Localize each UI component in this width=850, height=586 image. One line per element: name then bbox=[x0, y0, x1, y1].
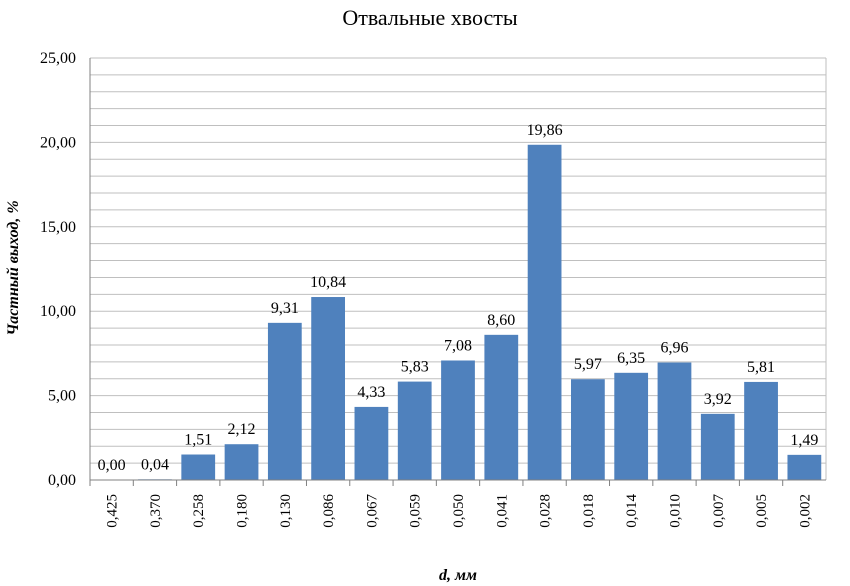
x-tick-label: 0,180 bbox=[235, 494, 251, 528]
y-axis-label: Частный выход, % bbox=[5, 200, 22, 335]
data-label: 6,35 bbox=[617, 350, 645, 367]
data-label: 0,04 bbox=[141, 456, 169, 473]
data-label: 19,86 bbox=[527, 122, 563, 139]
bar bbox=[657, 362, 692, 480]
bar bbox=[570, 379, 605, 480]
grid-lines bbox=[90, 57, 827, 481]
y-tick-label: 20,00 bbox=[40, 134, 76, 151]
data-labels: 0,00 0,04 1,51 2,12 9,31 10,84 4,33 5,83 7,08 8,6… bbox=[98, 122, 819, 474]
x-tick-label: 0,028 bbox=[538, 494, 554, 528]
data-label: 3,92 bbox=[704, 391, 732, 408]
data-label: 8,60 bbox=[487, 312, 515, 329]
data-label: 6,96 bbox=[660, 340, 688, 357]
x-tick-label: 0,002 bbox=[797, 494, 813, 528]
y-tick-label: 5,00 bbox=[48, 388, 76, 405]
data-label: 2,12 bbox=[228, 421, 256, 438]
bars bbox=[138, 144, 822, 481]
x-tick-label: 0,050 bbox=[451, 494, 467, 528]
chart-title: Отвальные хвосты bbox=[342, 5, 518, 30]
bar bbox=[311, 297, 346, 480]
x-tick-label: 0,041 bbox=[494, 494, 510, 528]
x-tick-label: 0,059 bbox=[408, 494, 424, 528]
x-tick-label: 0,086 bbox=[321, 494, 337, 528]
bar bbox=[614, 372, 649, 480]
bar bbox=[484, 334, 519, 480]
data-label: 5,81 bbox=[747, 359, 775, 376]
bar bbox=[527, 144, 562, 481]
data-label: 9,31 bbox=[271, 300, 299, 317]
y-tick-label: 15,00 bbox=[40, 219, 76, 236]
bar bbox=[181, 454, 216, 480]
x-tick-label: 0,014 bbox=[624, 494, 640, 528]
data-label: 5,83 bbox=[401, 359, 429, 376]
data-label: 0,00 bbox=[98, 457, 126, 474]
y-tick-label: 10,00 bbox=[40, 303, 76, 320]
x-axis-ticks: 0,425 0,370 0,258 0,180 0,130 0,086 0,067 0,059… bbox=[89, 480, 813, 528]
bar bbox=[267, 322, 302, 480]
y-tick-label: 25,00 bbox=[40, 50, 76, 67]
x-tick-label: 0,018 bbox=[581, 494, 597, 528]
y-axis-ticks: 0,00 5,00 10,00 15,00 20,00 25,00 bbox=[40, 50, 76, 489]
bar bbox=[787, 454, 822, 480]
bar bbox=[224, 444, 259, 480]
bar bbox=[744, 381, 778, 480]
x-tick-label: 0,005 bbox=[754, 494, 770, 528]
x-tick-label: 0,007 bbox=[711, 494, 727, 528]
data-label: 7,08 bbox=[444, 337, 472, 354]
bar bbox=[397, 381, 432, 480]
data-label: 10,84 bbox=[310, 274, 346, 291]
data-label: 1,51 bbox=[184, 432, 212, 449]
data-label: 4,33 bbox=[357, 384, 385, 401]
x-tick-label: 0,067 bbox=[364, 494, 380, 528]
bar bbox=[441, 360, 475, 480]
y-tick-label: 0,00 bbox=[48, 472, 76, 489]
bar bbox=[354, 406, 389, 480]
x-tick-label: 0,010 bbox=[667, 494, 683, 528]
x-axis-label: d, мм bbox=[439, 567, 477, 584]
x-tick-label: 0,258 bbox=[191, 494, 207, 528]
x-tick-label: 0,130 bbox=[278, 494, 294, 528]
x-tick-label: 0,370 bbox=[148, 494, 164, 528]
data-label: 5,97 bbox=[574, 356, 602, 373]
x-tick-label: 0,425 bbox=[105, 494, 121, 528]
data-label: 1,49 bbox=[790, 432, 818, 449]
bar bbox=[700, 413, 735, 480]
